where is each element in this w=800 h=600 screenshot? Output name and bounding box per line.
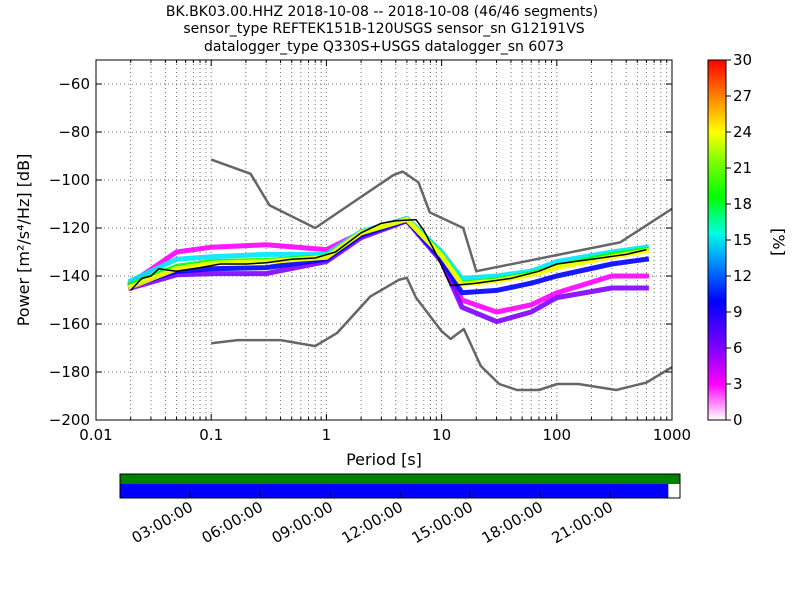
timeline-tick-label: 15:00:00: [409, 498, 476, 547]
plot-area: 0.01 0.1 1 10 100 1000 −60 −80 −100 −120 −140 −160…: [49, 59, 691, 444]
title-line-3: datalogger_type Q330S+USGS datalogger_sn…: [204, 39, 564, 55]
colorbar-tick-label: 12: [733, 267, 752, 285]
timeline-coverage: 03:00:00 06:00:00 09:00:00 12:00:00 15:00:00…: [119, 473, 681, 547]
timeline-tick-label: 03:00:00: [129, 498, 196, 547]
y-tick-label: −200: [49, 411, 90, 429]
y-axis-ticks: −60 −80 −100 −120 −140 −160 −180 −200: [49, 75, 672, 429]
colorbar-tick-label: 30: [733, 51, 752, 69]
y-tick-label: −180: [49, 363, 90, 381]
colorbar-tick-label: 27: [733, 87, 752, 105]
mode-curve-group: [130, 218, 647, 291]
colorbar-label: [%]: [769, 228, 788, 256]
noise-models: [210, 158, 672, 392]
y-tick-label: −80: [58, 123, 90, 141]
plot-background: [96, 60, 672, 420]
x-tick-label: 1000: [653, 426, 691, 444]
x-tick-label: 0.1: [199, 426, 223, 444]
colorbar-tick-label: 0: [733, 411, 743, 429]
colorbar-gradient: [707, 59, 727, 421]
x-axis-ticks: 0.01 0.1 1 10 100 1000: [79, 60, 691, 444]
colorbar-tick-label: 21: [733, 159, 752, 177]
colorbar-tick-label: 3: [733, 375, 743, 393]
plot-frame: [95, 59, 673, 421]
density-band: [127, 216, 650, 291]
y-tick-label: −60: [58, 75, 90, 93]
chart-title: BK.BK03.00.HHZ 2018-10-08 -- 2018-10-08 …: [166, 4, 598, 55]
y-axis-label: Power [m²/s⁴/Hz] [dB]: [14, 154, 33, 327]
x-tick-label: 100: [542, 426, 571, 444]
x-tick-label: 10: [432, 426, 451, 444]
y-tick-label: −100: [49, 171, 90, 189]
noise-model-line: [210, 158, 672, 273]
timeline-tick-label: 12:00:00: [339, 498, 406, 547]
colorbar-tick-label: 24: [733, 123, 752, 141]
psd-density-bands: [127, 215, 650, 325]
colorbar-tick-label: 18: [733, 195, 752, 213]
mode-curve: [130, 218, 647, 291]
y-tick-label: −140: [49, 267, 90, 285]
title-line-2: sensor_type REFTEK151B-120USGS sensor_sn…: [183, 21, 584, 37]
x-tick-label: 1: [322, 426, 332, 444]
timeline-ticks: 03:00:00 06:00:00 09:00:00 12:00:00 15:00:00…: [129, 492, 616, 547]
y-tick-label: −120: [49, 219, 90, 237]
coverage-bar-lower: [120, 484, 669, 498]
timeline-tick-label: 18:00:00: [479, 498, 546, 547]
x-tick-label: 0.01: [79, 426, 112, 444]
colorbar-tick-label: 6: [733, 339, 743, 357]
y-tick-label: −160: [49, 315, 90, 333]
title-line-1: BK.BK03.00.HHZ 2018-10-08 -- 2018-10-08 …: [166, 4, 598, 20]
colorbar-tick-label: 15: [733, 231, 752, 249]
x-axis-label: Period [s]: [346, 450, 422, 469]
noise-model-line: [211, 276, 672, 392]
timeline-tick-label: 21:00:00: [549, 498, 616, 547]
timeline-tick-label: 09:00:00: [269, 498, 336, 547]
colorbar-tick-label: 9: [733, 303, 743, 321]
coverage-bar-upper: [120, 474, 680, 484]
colorbar-ticks: 0 3 6 9 12 15 18 21 24 27 30: [726, 51, 752, 429]
timeline-tick-label: 06:00:00: [199, 498, 266, 547]
colorbar: 0 3 6 9 12 15 18 21 24 27 30 [%]: [707, 51, 788, 429]
grid-lines: [95, 60, 672, 421]
